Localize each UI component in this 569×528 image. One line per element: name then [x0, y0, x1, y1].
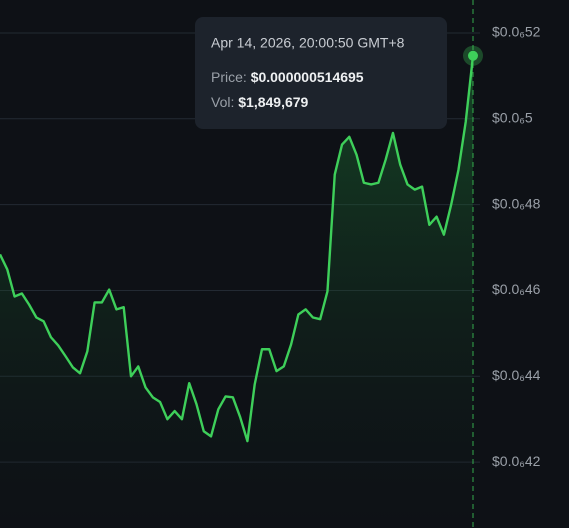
- y-tick-label: $0.0₆42: [492, 453, 541, 469]
- price-value: $0.000000514695: [251, 69, 364, 85]
- y-tick-label: $0.0₆44: [492, 367, 541, 383]
- tooltip: Apr 14, 2026, 20:00:50 GMT+8 Price: $0.0…: [195, 17, 447, 129]
- tooltip-vol: Vol: $1,849,679: [211, 94, 309, 110]
- price-label: Price:: [211, 69, 251, 85]
- tooltip-price: Price: $0.000000514695: [211, 69, 364, 85]
- y-tick-label: $0.0₆52: [492, 24, 541, 40]
- hover-point: [468, 50, 478, 61]
- y-tick-label: $0.0₆48: [492, 195, 541, 211]
- tooltip-title: Apr 14, 2026, 20:00:50 GMT+8: [211, 35, 405, 51]
- area: [0, 55, 473, 528]
- vol-value: $1,849,679: [238, 94, 308, 110]
- vol-label: Vol:: [211, 94, 238, 110]
- y-tick-label: $0.0₆46: [492, 281, 541, 297]
- tooltip-box: [195, 17, 447, 129]
- y-tick-label: $0.0₆5: [492, 109, 533, 125]
- price-line: [0, 55, 475, 443]
